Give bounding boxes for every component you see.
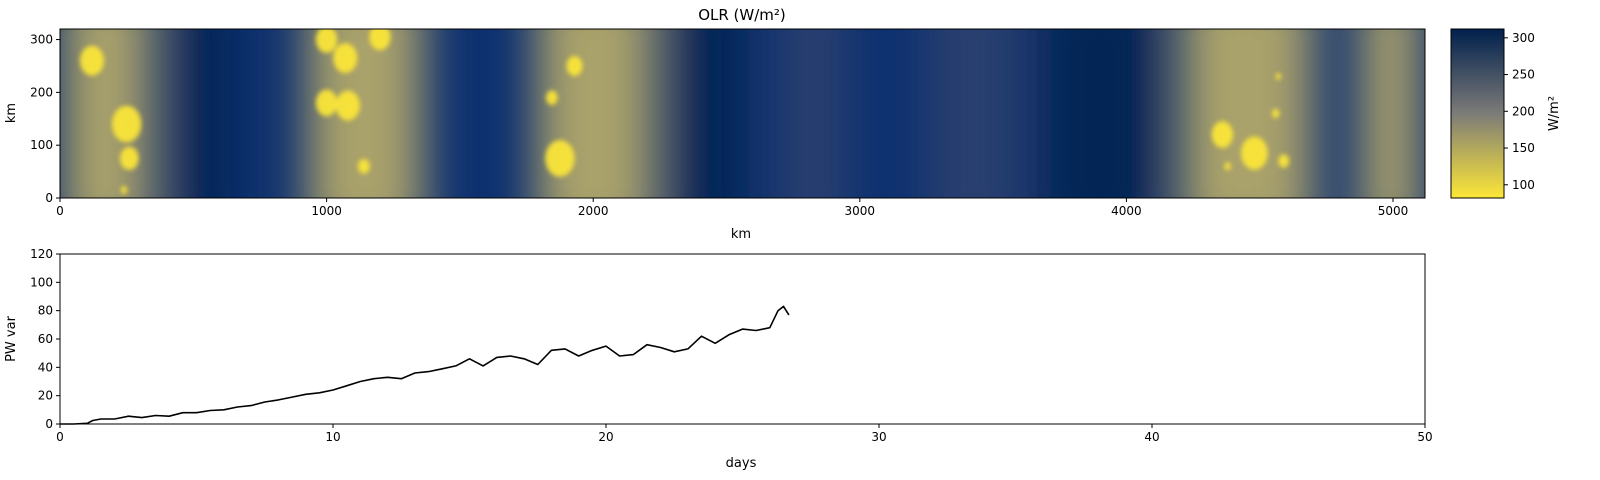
cold-cloud-core xyxy=(566,55,583,76)
line-chart-x-tick-label: 10 xyxy=(325,430,340,444)
colorbar-label: W/m² xyxy=(1547,96,1562,131)
cold-cloud-core xyxy=(335,90,360,121)
cold-cloud-core xyxy=(545,140,575,177)
colorbar-tick-label: 150 xyxy=(1512,141,1535,155)
line-chart-frame xyxy=(59,253,1426,425)
cold-cloud-core xyxy=(315,29,338,53)
cold-cloud-core xyxy=(120,186,128,195)
cold-cloud-core xyxy=(1241,136,1268,170)
line-chart-x-tick-label: 20 xyxy=(598,430,613,444)
clear-sky-region xyxy=(673,29,743,198)
heatmap-y-tick-label: 100 xyxy=(30,138,53,152)
line-chart-x-axis: 0 10 20 30 40 50 xyxy=(56,424,1433,444)
line-chart-x-tick-label: 0 xyxy=(56,430,64,444)
heatmap-y-tick-label: 200 xyxy=(30,85,53,99)
heatmap-plot-area xyxy=(60,29,1425,198)
line-chart-x-tick-label: 50 xyxy=(1417,430,1432,444)
heatmap-y-tick-label: 300 xyxy=(30,33,53,47)
heatmap-x-tick-label: 4000 xyxy=(1111,204,1142,218)
cold-cloud-core xyxy=(546,90,558,105)
cold-cloud-core xyxy=(111,105,142,143)
pw-var-line-panel: 0 10 20 30 40 50 0 20 40 60 80 100 120 days PW var xyxy=(4,247,1433,471)
heatmap-x-tick-label: 5000 xyxy=(1378,204,1409,218)
heatmap-x-axis-label: km xyxy=(731,227,751,242)
cold-cloud-cores xyxy=(79,29,1290,195)
cold-cloud-core xyxy=(119,146,139,171)
heatmap-x-axis: 0 1000 2000 3000 4000 5000 xyxy=(56,198,1408,218)
line-chart-y-axis-label: PW var xyxy=(4,315,19,361)
clear-sky-region xyxy=(1041,29,1159,198)
heatmap-y-axis-label: km xyxy=(4,103,19,123)
colorbar-tick-label: 200 xyxy=(1512,104,1535,118)
line-chart-y-tick-label: 0 xyxy=(45,417,53,431)
cold-cloud-core xyxy=(1275,73,1282,80)
heatmap-x-tick-label: 0 xyxy=(56,204,64,218)
cold-cloud-core xyxy=(1278,154,1290,168)
colorbar: 100 150 200 250 300 W/m² xyxy=(1450,28,1562,199)
cold-cloud-core xyxy=(369,29,391,51)
heatmap-title: OLR (W/m²) xyxy=(698,6,786,24)
line-chart-y-tick-label: 80 xyxy=(38,304,53,318)
cold-cloud-core xyxy=(333,43,358,74)
cold-cloud-core xyxy=(1271,108,1280,119)
colorbar-tick-label: 100 xyxy=(1512,178,1535,192)
heatmap-y-tick-label: 0 xyxy=(45,191,53,205)
heatmap-frame xyxy=(59,28,1426,199)
line-chart-x-axis-label: days xyxy=(726,456,757,471)
heatmap-x-tick-label: 1000 xyxy=(311,204,342,218)
cold-cloud-core xyxy=(79,45,104,76)
line-chart-y-tick-label: 100 xyxy=(30,275,53,289)
heatmap-x-tick-label: 2000 xyxy=(578,204,609,218)
convective-band-core xyxy=(545,29,639,198)
colorbar-ticks: 100 150 200 250 300 xyxy=(1504,31,1535,192)
line-chart-y-axis: 0 20 40 60 80 100 120 xyxy=(30,247,60,431)
cold-cloud-core xyxy=(1224,162,1231,171)
line-chart-y-tick-label: 60 xyxy=(38,332,53,346)
cold-cloud-core xyxy=(358,158,370,174)
cold-cloud-core xyxy=(315,89,338,117)
colorbar-tick-label: 250 xyxy=(1512,68,1535,82)
heatmap-y-axis: 0 100 200 300 xyxy=(30,33,60,205)
line-chart-x-tick-label: 30 xyxy=(871,430,886,444)
convective-band-core xyxy=(1190,29,1298,198)
heatmap-x-tick-label: 3000 xyxy=(845,204,876,218)
thin-cloud-region xyxy=(926,29,1020,198)
olr-heatmap-panel: OLR (W/m²) 0 1000 2000 3000 4000 5000 0 100 200… xyxy=(4,6,1426,242)
colorbar-gradient xyxy=(1450,28,1505,199)
thin-cloud-region xyxy=(779,29,847,198)
line-chart-y-tick-label: 20 xyxy=(38,389,53,403)
pw-var-series-line xyxy=(60,305,790,425)
line-chart-y-tick-label: 120 xyxy=(30,247,53,261)
cold-cloud-core xyxy=(1211,121,1234,148)
line-chart-y-tick-label: 40 xyxy=(38,360,53,374)
convective-band-core xyxy=(1369,29,1404,198)
clear-sky-region xyxy=(174,29,231,198)
colorbar-tick-label: 300 xyxy=(1512,31,1535,45)
line-chart-x-tick-label: 40 xyxy=(1144,430,1159,444)
